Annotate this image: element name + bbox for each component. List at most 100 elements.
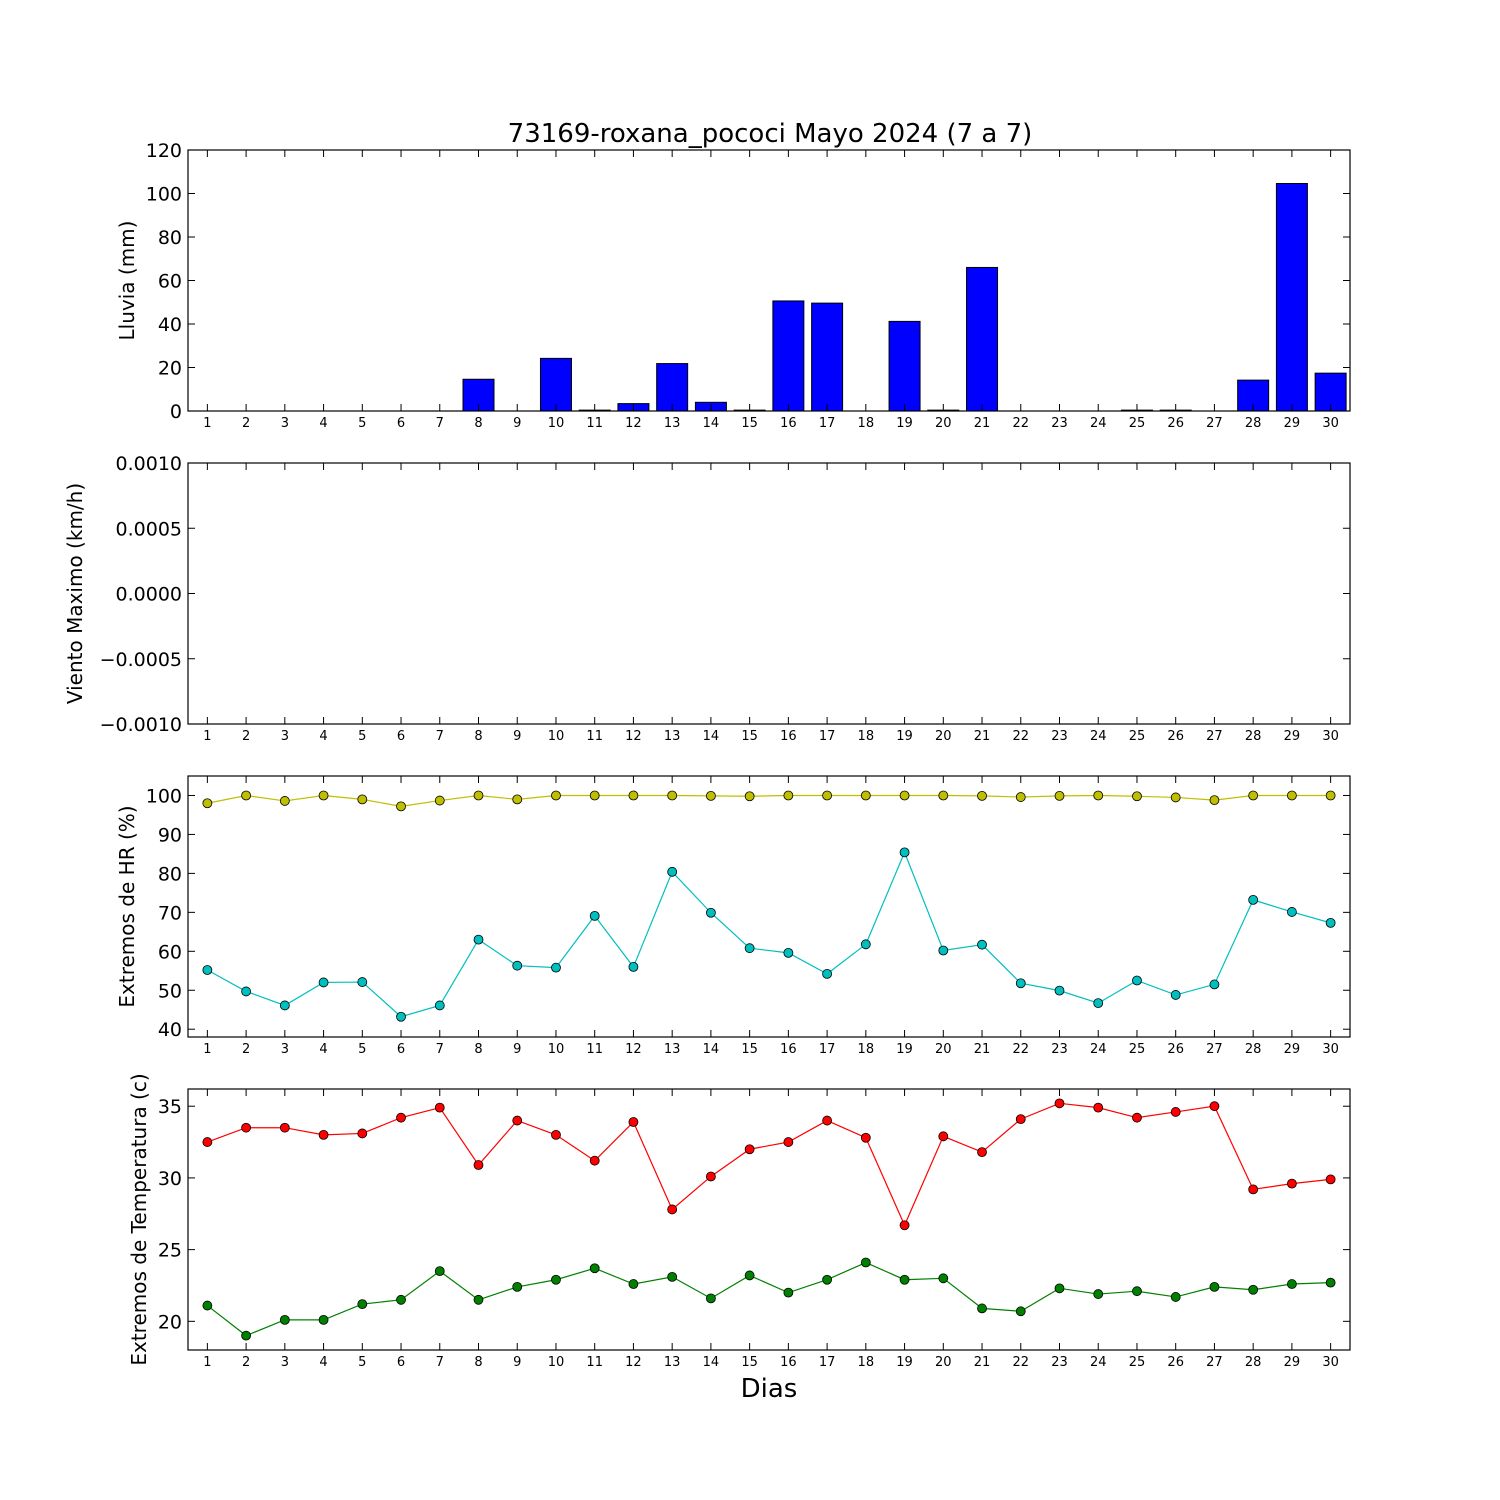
xtick-label: 19 <box>896 729 913 744</box>
ytick-label: 0 <box>170 401 182 423</box>
point-hr-0-day-18 <box>860 790 871 801</box>
xtick-label: 4 <box>319 416 327 431</box>
point-hr-0-day-5 <box>357 794 368 805</box>
xtick-label: 22 <box>1012 1042 1029 1057</box>
xtick-label: 26 <box>1167 1042 1184 1057</box>
point-hr-1-day-4 <box>318 977 329 988</box>
point-temp-0-day-11 <box>589 1155 600 1166</box>
xtick-label: 7 <box>436 1355 444 1370</box>
xtick-label: 20 <box>935 1355 952 1370</box>
x-axis-label: Dias <box>741 1374 798 1404</box>
xtick-label: 11 <box>586 1355 603 1370</box>
point-hr-1-day-17 <box>822 968 832 979</box>
series-line-temp-0 <box>207 1102 1331 1227</box>
xtick-label: 11 <box>586 416 603 431</box>
point-hr-1-day-8 <box>473 934 484 945</box>
point-hr-0-day-13 <box>667 790 678 801</box>
point-temp-1-day-17 <box>822 1274 832 1285</box>
point-hr-0-day-9 <box>512 794 523 805</box>
xtick-label: 15 <box>741 1042 758 1057</box>
series-line-temp-1 <box>207 1261 1331 1337</box>
xtick-label: 29 <box>1284 1042 1301 1057</box>
point-hr-0-day-6 <box>396 801 406 812</box>
xtick-label: 14 <box>703 729 720 744</box>
point-temp-0-day-22 <box>1015 1114 1026 1125</box>
point-temp-0-day-10 <box>551 1129 561 1140</box>
xtick-label: 10 <box>548 1042 565 1057</box>
plot-frame-viento <box>187 462 1351 725</box>
point-temp-1-day-5 <box>357 1299 368 1310</box>
point-temp-0-day-9 <box>512 1115 523 1126</box>
ytick-label: 0.0000 <box>116 584 182 606</box>
plot-frame-hr <box>187 775 1351 1038</box>
point-temp-0-day-13 <box>667 1204 678 1215</box>
point-temp-1-day-13 <box>667 1271 678 1282</box>
xtick-label: 6 <box>397 416 405 431</box>
xtick-label: 18 <box>858 729 875 744</box>
xtick-label: 19 <box>896 1355 913 1370</box>
ytick-label: 80 <box>158 227 182 249</box>
xtick-label: 23 <box>1051 416 1068 431</box>
point-hr-0-day-10 <box>551 790 561 801</box>
point-temp-1-day-10 <box>551 1274 561 1285</box>
point-temp-0-day-30 <box>1325 1174 1336 1185</box>
xtick-label: 26 <box>1167 416 1184 431</box>
point-temp-0-day-7 <box>434 1102 445 1113</box>
xtick-label: 23 <box>1051 1355 1068 1370</box>
xtick-label: 7 <box>436 416 444 431</box>
xtick-label: 29 <box>1284 1355 1301 1370</box>
ytick-label: 30 <box>158 1168 182 1190</box>
point-hr-1-day-14 <box>706 907 716 918</box>
xtick-label: 1 <box>203 416 211 431</box>
xtick-label: 28 <box>1245 1042 1262 1057</box>
point-hr-1-day-21 <box>977 939 987 950</box>
xtick-label: 6 <box>397 729 405 744</box>
point-temp-1-day-19 <box>899 1274 910 1285</box>
xtick-label: 30 <box>1322 416 1339 431</box>
point-hr-0-day-7 <box>434 795 445 806</box>
xtick-label: 27 <box>1206 729 1223 744</box>
point-temp-0-day-17 <box>822 1115 832 1126</box>
point-hr-1-day-5 <box>357 977 368 987</box>
xtick-label: 2 <box>242 1355 250 1370</box>
xtick-label: 20 <box>935 416 952 431</box>
point-temp-0-day-28 <box>1248 1184 1259 1195</box>
xtick-label: 23 <box>1051 729 1068 744</box>
point-temp-0-day-23 <box>1054 1098 1065 1109</box>
point-temp-0-day-21 <box>977 1147 987 1157</box>
point-hr-1-day-18 <box>860 939 871 950</box>
point-temp-0-day-25 <box>1132 1112 1142 1123</box>
xtick-label: 20 <box>935 729 952 744</box>
point-hr-0-day-8 <box>473 790 484 801</box>
xtick-label: 1 <box>203 1355 211 1370</box>
xtick-label: 24 <box>1090 1355 1107 1370</box>
y-axis-label-temp: Extremos de Temperatura (c) <box>127 1073 151 1365</box>
xtick-label: 1 <box>203 1042 211 1057</box>
xtick-label: 13 <box>664 416 681 431</box>
xtick-label: 12 <box>625 1042 642 1057</box>
xtick-label: 29 <box>1284 729 1301 744</box>
point-hr-1-day-30 <box>1325 917 1336 928</box>
xtick-label: 13 <box>664 1042 681 1057</box>
ytick-label: −0.0010 <box>100 714 182 736</box>
xtick-label: 23 <box>1051 1042 1068 1057</box>
xtick-label: 8 <box>474 416 482 431</box>
point-temp-1-day-20 <box>938 1273 949 1284</box>
point-temp-1-day-4 <box>318 1314 329 1325</box>
ytick-label: 120 <box>146 140 182 162</box>
plot-frame-temp <box>187 1088 1351 1351</box>
xtick-label: 9 <box>513 1355 521 1370</box>
xtick-label: 11 <box>586 729 603 744</box>
point-hr-0-day-29 <box>1287 790 1297 801</box>
point-hr-1-day-10 <box>551 962 561 973</box>
point-temp-1-day-25 <box>1132 1286 1142 1297</box>
point-temp-0-day-1 <box>202 1137 213 1147</box>
point-hr-0-day-16 <box>783 790 794 801</box>
point-temp-1-day-21 <box>977 1303 987 1314</box>
chart-title: 73169-roxana_pococi Mayo 2024 (7 a 7) <box>508 119 1033 149</box>
xtick-label: 7 <box>436 729 444 744</box>
